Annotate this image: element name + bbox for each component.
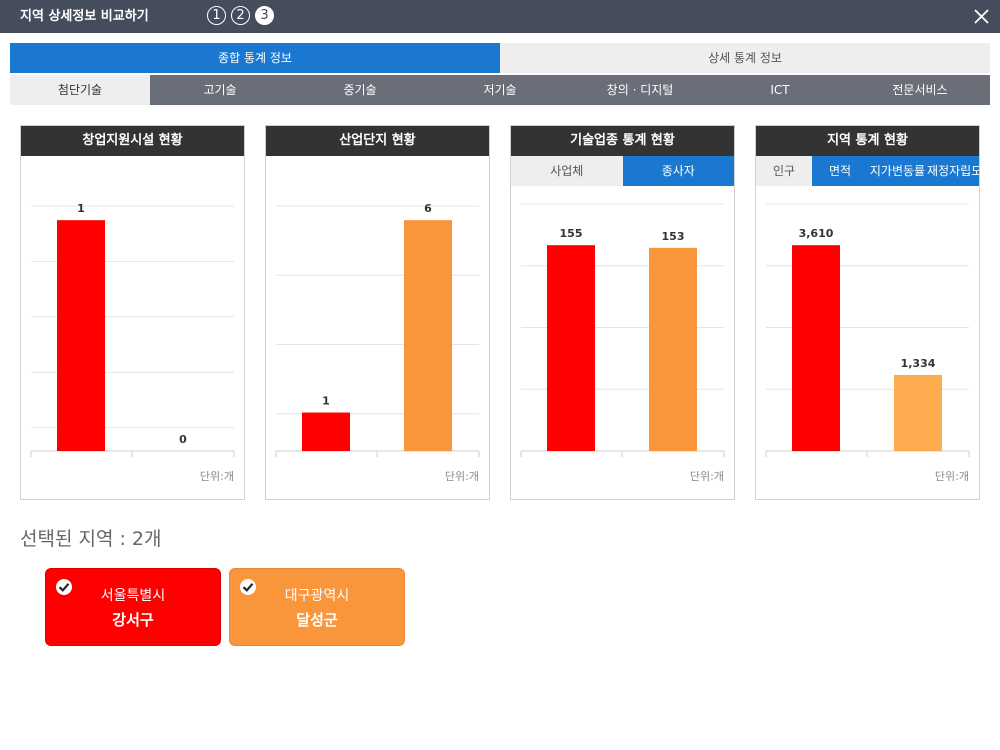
unit-label: 단위:개: [199, 470, 234, 483]
panel-title: 창업지원시설 현황: [21, 126, 244, 156]
tab-ict[interactable]: ICT: [770, 83, 790, 97]
data-label: 1: [77, 202, 85, 215]
regional-stats-chart: 3,610 1,334: [765, 203, 970, 457]
region-city: 대구광역시: [284, 588, 350, 604]
bar: [302, 412, 350, 451]
tab-advanced-tech[interactable]: 첨단기술: [10, 75, 150, 105]
tab-mid-tech[interactable]: 중기술: [343, 83, 377, 97]
region-card-2[interactable]: 대구광역시 달성군: [229, 568, 405, 646]
subtabs: 사업체 종사자: [511, 156, 734, 186]
subtab-fiscal-independence[interactable]: 재정자립도: [927, 156, 979, 186]
data-label: 1,334: [901, 357, 936, 370]
region-district: 달성군: [296, 611, 338, 629]
close-icon[interactable]: [973, 8, 990, 25]
unit-label: 단위:개: [934, 470, 969, 483]
tech-category-tabs: 첨단기술 고기술 중기술 저기술 창의 · 디지털 ICT 전문서비스: [10, 75, 990, 105]
data-label: 153: [662, 230, 685, 243]
checkmark-icon: [240, 579, 256, 595]
panel-title: 기술업종 통계 현황: [511, 126, 734, 156]
tab-detailed-stats[interactable]: 상세 통계 정보: [500, 43, 990, 73]
tab-low-tech[interactable]: 저기술: [483, 83, 517, 97]
title-bar: 지역 상세정보 비교하기 1 2 3: [0, 0, 1000, 33]
data-label: 1: [322, 395, 330, 408]
panel-title: 산업단지 현황: [266, 126, 489, 156]
data-label: 0: [179, 433, 187, 446]
region-district: 강서구: [112, 611, 154, 629]
tab-professional-services[interactable]: 전문서비스: [892, 83, 948, 97]
step-3-button[interactable]: 3: [255, 6, 274, 25]
tech-industry-chart: 155 153: [520, 203, 725, 457]
region-card-1[interactable]: 서울특별시 강서구: [45, 568, 221, 646]
selected-regions-count: 선택된 지역 : 2개: [20, 528, 162, 550]
data-label: 155: [560, 227, 583, 240]
panel-regional-stats: 지역 통계 현황 인구 면적 지가변동률 재정자립도 3,610 1,334 단위…: [755, 125, 980, 500]
subtab-businesses[interactable]: 사업체: [511, 156, 623, 186]
subtabs: 인구 면적 지가변동률 재정자립도: [756, 156, 979, 186]
checkmark-icon: [56, 579, 72, 595]
subtab-employees[interactable]: 종사자: [622, 156, 734, 186]
panel-title: 지역 통계 현황: [756, 126, 979, 156]
industrial-complex-chart: 16: [275, 202, 480, 457]
bar: [404, 220, 452, 451]
tab-creative-digital[interactable]: 창의 · 디지털: [606, 83, 674, 97]
step-indicator: 1 2 3: [207, 6, 274, 25]
main-tabs: 종합 통계 정보 상세 통계 정보: [10, 43, 990, 73]
subtab-area[interactable]: 면적: [812, 156, 868, 186]
bar: [792, 245, 840, 451]
panel-tech-industry: 기술업종 통계 현황 사업체 종사자 155 153 단위:개: [510, 125, 735, 500]
subtab-land-price-change[interactable]: 지가변동률: [868, 156, 927, 186]
unit-label: 단위:개: [444, 470, 479, 483]
window-title: 지역 상세정보 비교하기: [20, 9, 149, 24]
tab-summary-stats[interactable]: 종합 통계 정보: [10, 43, 500, 73]
step-1-button[interactable]: 1: [207, 6, 226, 25]
data-label: 6: [424, 202, 432, 215]
bar: [547, 245, 595, 451]
step-2-button[interactable]: 2: [231, 6, 250, 25]
startup-facilities-chart: 10: [30, 202, 235, 457]
data-label: 3,610: [799, 227, 834, 240]
tab-high-tech[interactable]: 고기술: [203, 83, 237, 97]
subtab-population[interactable]: 인구: [756, 156, 812, 186]
region-city: 서울특별시: [100, 588, 166, 604]
bar: [894, 374, 942, 451]
bar: [57, 220, 105, 451]
unit-label: 단위:개: [689, 470, 724, 483]
bar: [649, 247, 697, 451]
